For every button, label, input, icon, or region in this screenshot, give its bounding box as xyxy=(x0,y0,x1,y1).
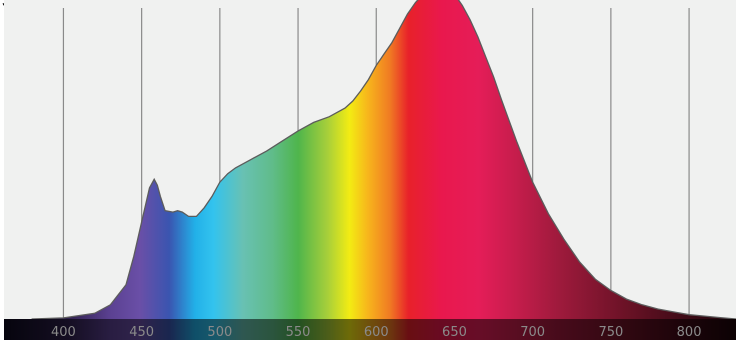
x-tick-label-700: 700 xyxy=(520,325,545,340)
x-tick-label-400: 400 xyxy=(51,325,76,340)
x-tick-label-800: 800 xyxy=(677,325,702,340)
tick-labels: 400 450 500 550 600 650 700 750 800 xyxy=(51,325,701,340)
x-tick-label-750: 750 xyxy=(598,325,623,340)
axis-band-shade xyxy=(4,319,736,340)
x-tick-label-600: 600 xyxy=(364,325,389,340)
x-tick-label-500: 500 xyxy=(207,325,232,340)
x-tick-label-550: 550 xyxy=(286,325,311,340)
x-tick-label-450: 450 xyxy=(129,325,154,340)
x-tick-label-650: 650 xyxy=(442,325,467,340)
spectrum-area xyxy=(31,0,736,322)
